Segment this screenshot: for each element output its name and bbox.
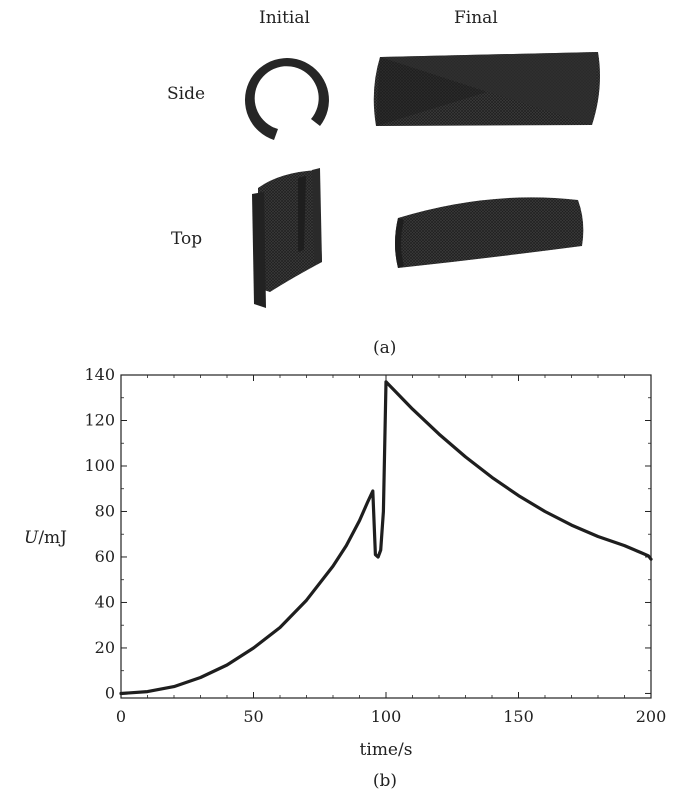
x-tick-label: 50	[243, 707, 263, 726]
y-tick-label: 0	[105, 683, 115, 702]
final-top-shape	[395, 197, 584, 268]
y-tick-label: 80	[95, 501, 115, 520]
x-tick-label: 150	[503, 707, 534, 726]
initial-top-shape	[252, 168, 322, 308]
x-axis: 0 50 100 150 200	[116, 375, 666, 726]
x-tick-label: 100	[371, 707, 402, 726]
y-tick-label: 100	[84, 456, 115, 475]
caption-a: (a)	[373, 338, 397, 358]
shape-snapshots-figure	[244, 52, 600, 308]
x-axis-label: time/s	[360, 740, 413, 760]
y-axis: 0 20 40 60 80 100 120 140	[84, 365, 651, 702]
y-tick-label: 40	[95, 592, 115, 611]
caption-b: (b)	[373, 771, 397, 791]
final-side-shape	[373, 52, 600, 126]
energy-curve	[119, 380, 653, 696]
row-label-top: Top	[171, 229, 203, 249]
initial-side-shape	[244, 58, 329, 140]
energy-chart: 0 50 100 150 200 0 20 40 60 80 100 120 140 U/mJ tim…	[24, 365, 666, 791]
y-tick-label: 120	[84, 410, 115, 429]
y-tick-label: 140	[84, 365, 115, 384]
row-label-side: Side	[167, 84, 206, 104]
y-tick-label: 20	[95, 638, 115, 657]
y-tick-label: 60	[95, 547, 115, 566]
column-header-initial: Initial	[259, 8, 310, 28]
column-header-final: Final	[454, 8, 498, 28]
y-axis-label: U/mJ	[24, 528, 67, 548]
x-tick-label: 200	[636, 707, 667, 726]
x-tick-label: 0	[116, 707, 126, 726]
